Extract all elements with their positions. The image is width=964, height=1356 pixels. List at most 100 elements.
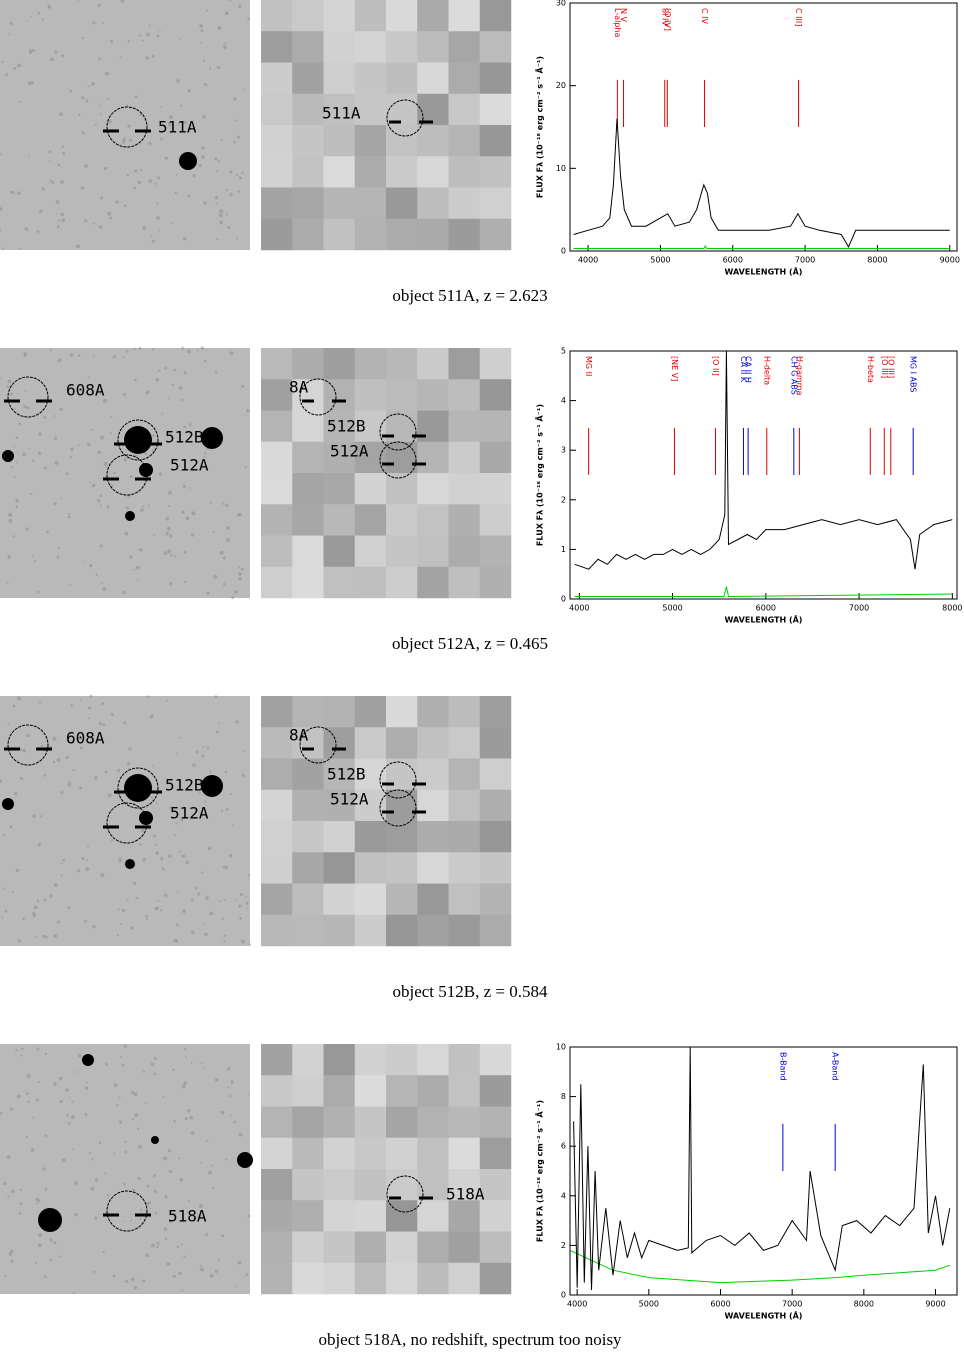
noise (151, 764, 154, 767)
noise (166, 430, 171, 435)
noise (134, 169, 138, 173)
noise (60, 874, 63, 877)
noise (102, 587, 107, 591)
noise (149, 1207, 151, 1210)
noise (65, 755, 69, 760)
noise (55, 199, 60, 204)
noise (198, 1203, 203, 1208)
noise (75, 737, 80, 741)
noise (72, 768, 75, 772)
noise (104, 1062, 109, 1066)
thumb-pixel (292, 1231, 324, 1263)
noise (163, 1156, 168, 1161)
thumb-pixel (448, 187, 480, 219)
thumb-pixel (479, 348, 512, 380)
thumb-pixel (323, 1169, 355, 1201)
noise (214, 1078, 219, 1082)
noise (12, 704, 16, 708)
noise (98, 721, 103, 726)
noise (107, 1196, 110, 1199)
x-tick-label: 6000 (723, 256, 743, 265)
noise (159, 30, 161, 33)
noise (227, 225, 231, 230)
noise (201, 146, 205, 150)
noise (84, 219, 88, 223)
thumb-pixel (448, 93, 480, 126)
noise (198, 791, 201, 794)
flux-spectrum (573, 1046, 951, 1291)
thumb-pixel (323, 31, 355, 63)
noise (68, 513, 71, 516)
noise (38, 432, 42, 436)
noise (235, 119, 238, 122)
thumb-pixel (448, 883, 480, 915)
noise (172, 1274, 176, 1278)
spectral-line-label: [O III] (880, 356, 889, 378)
noise (168, 1169, 173, 1174)
noise (101, 701, 105, 705)
noise (170, 554, 173, 557)
noise (167, 122, 172, 127)
thumb-pixel (354, 789, 387, 822)
noise (156, 202, 159, 205)
noise (157, 899, 160, 902)
noise (138, 347, 142, 350)
noise (229, 351, 234, 356)
noise (199, 1161, 202, 1164)
noise (7, 722, 10, 725)
noise (42, 1167, 46, 1171)
noise (201, 154, 205, 159)
thumb-pixel (261, 504, 293, 536)
noise (177, 123, 180, 126)
noise (27, 1100, 30, 1103)
star (201, 427, 223, 449)
thumb-pixel (386, 31, 418, 63)
image-label: 512A (170, 804, 209, 823)
thumb-pixel (479, 31, 512, 63)
noise (116, 934, 120, 937)
y-tick-label: 5 (561, 347, 566, 356)
noise (39, 701, 42, 704)
noise (166, 1262, 171, 1266)
plot-frame (569, 350, 958, 600)
thumb-pixel (479, 62, 512, 94)
y-tick-label: 20 (556, 81, 566, 90)
noise (73, 1181, 78, 1185)
noise (132, 881, 137, 886)
noise (4, 1274, 7, 1277)
noise (99, 544, 103, 548)
noise (1, 916, 4, 919)
noise (15, 868, 20, 873)
noise (58, 219, 61, 222)
thumb-pixel (386, 852, 418, 884)
noise (15, 1048, 19, 1052)
noise (43, 1275, 47, 1279)
noise (141, 505, 144, 508)
noise (96, 498, 101, 503)
noise (102, 398, 107, 403)
noise (28, 81, 32, 85)
noise (122, 392, 126, 396)
noise (17, 191, 21, 196)
noise (175, 923, 179, 927)
noise (130, 1220, 132, 1222)
noise (158, 472, 163, 476)
x-tick-label: 8000 (867, 256, 887, 265)
noise (148, 141, 152, 145)
noise (89, 740, 93, 744)
thumb-pixel (261, 31, 293, 63)
thumb-pixel (354, 727, 387, 759)
noise (94, 123, 98, 127)
noise (23, 405, 27, 409)
star (151, 1136, 159, 1144)
noise (25, 1135, 28, 1139)
noise (140, 168, 143, 171)
thumb-pixel (448, 1137, 480, 1170)
y-tick-label: 0 (561, 1291, 566, 1300)
noise (129, 475, 133, 479)
noise (183, 550, 187, 555)
noise (81, 36, 85, 40)
noise (163, 1227, 168, 1231)
noise (142, 857, 146, 862)
noise (49, 349, 52, 352)
